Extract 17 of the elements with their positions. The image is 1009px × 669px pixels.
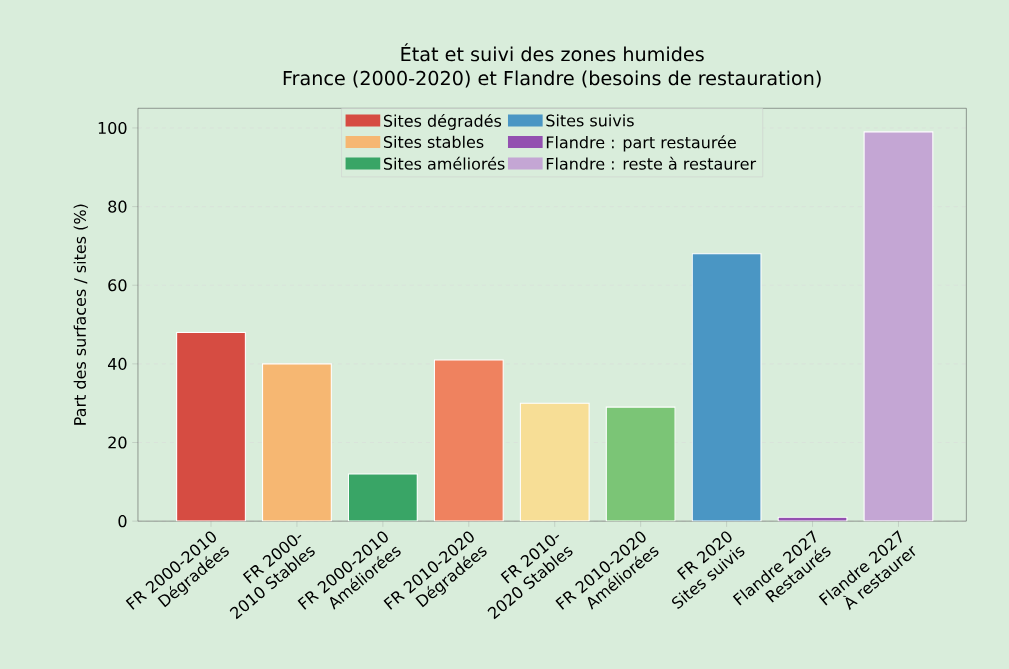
chart-title: État et suivi des zones humides [401,43,704,62]
y-axis-title: Part des surfaces / sites (%) [73,204,88,425]
y-tick-label: 40 [107,357,127,370]
y-tick-label: 100 [98,121,127,134]
bar [863,131,934,522]
y-tick-label: 20 [108,436,127,449]
legend-label: Sites stables [383,135,484,148]
bar [777,516,848,522]
y-tick-label: 60 [108,279,127,292]
legend-label: Flandre : part restaurée [546,135,736,152]
legend-label: Flandre : reste à restaurer [546,156,757,170]
legend-label: Sites dégradés [383,113,502,130]
y-tick-label: 0 [118,515,127,528]
y-tick-label: 80 [108,200,127,213]
legend-label: Sites suivis [546,114,634,127]
legend-label: Sites améliorés [383,156,505,170]
chart-subtitle: France (2000-2020) et Flandre (besoins de restauration) [283,70,821,88]
